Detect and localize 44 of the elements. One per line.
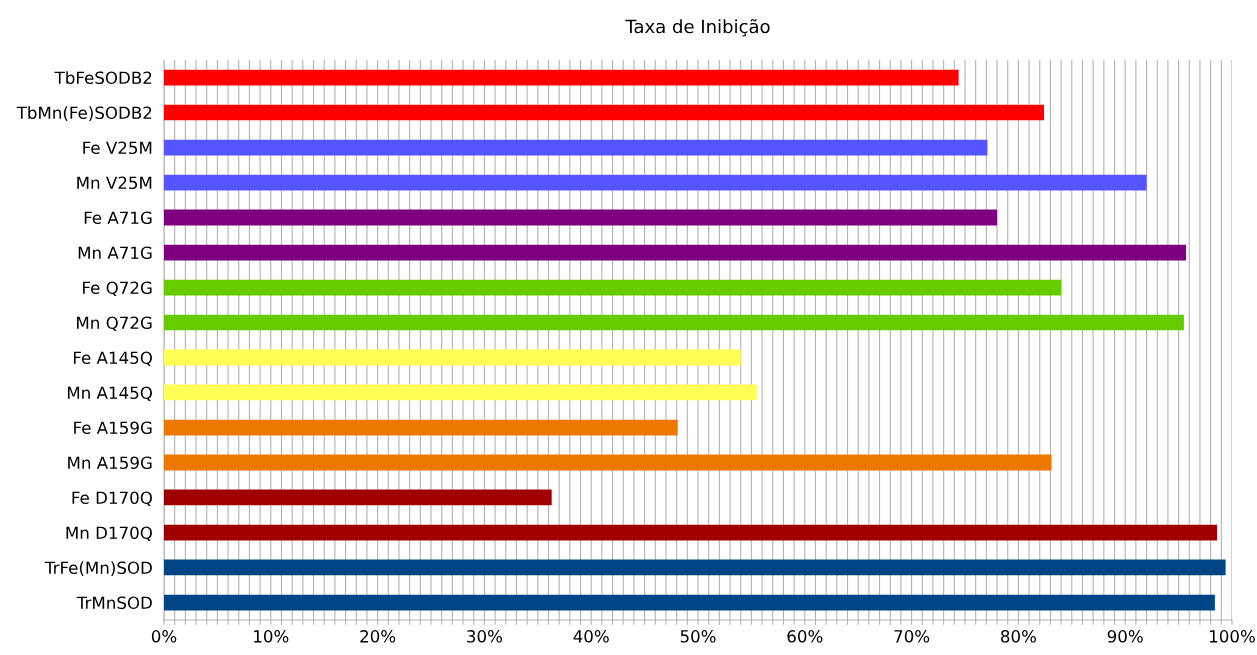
x-tick-label: 70% bbox=[894, 630, 930, 643]
y-tick-label: TrFe(Mn)SOD bbox=[44, 561, 152, 577]
x-tick-label: 60% bbox=[787, 630, 823, 643]
bar bbox=[164, 489, 552, 506]
bar bbox=[164, 69, 959, 86]
bar bbox=[164, 419, 678, 436]
bar bbox=[164, 279, 1062, 296]
y-tick-label: Mn V25M bbox=[77, 176, 152, 190]
bar bbox=[164, 454, 1052, 471]
x-tick-label: 40% bbox=[573, 630, 609, 643]
bar bbox=[164, 244, 1187, 261]
x-tick-label: 0% bbox=[151, 630, 177, 643]
y-tick-label: Fe Q72G bbox=[83, 281, 152, 296]
bar bbox=[164, 349, 741, 366]
bar bbox=[164, 104, 1045, 121]
y-tick-label: Mn A71G bbox=[78, 246, 152, 260]
bar bbox=[164, 524, 1218, 541]
y-tick-label: Fe A159G bbox=[74, 421, 152, 435]
x-tick-label: 10% bbox=[254, 630, 289, 643]
y-tick-label: TrMnSOD bbox=[76, 596, 152, 610]
chart-title: Taxa de Inibição bbox=[625, 18, 770, 37]
x-tick-label: 80% bbox=[1001, 630, 1036, 643]
y-tick-label: Mn A159G bbox=[68, 456, 152, 470]
y-tick-label: Fe A145Q bbox=[73, 351, 152, 366]
bar bbox=[164, 209, 998, 226]
x-tick-label: 30% bbox=[467, 630, 502, 643]
y-tick-label: Mn Q72G bbox=[77, 316, 152, 331]
y-tick-label: Fe V25M bbox=[83, 141, 152, 155]
x-tick-label: 50% bbox=[680, 630, 716, 643]
x-tick-label: 20% bbox=[360, 630, 396, 643]
bar bbox=[164, 559, 1226, 576]
y-tick-label: Fe A71G bbox=[84, 211, 152, 225]
y-tick-label: Mn D170Q bbox=[66, 526, 152, 541]
y-tick-label: Mn A145Q bbox=[67, 386, 152, 401]
y-tick-label: TbFeSODB2 bbox=[54, 71, 152, 85]
bar bbox=[164, 139, 988, 156]
bar bbox=[164, 384, 757, 401]
y-tick-label: Fe D170Q bbox=[72, 491, 152, 506]
x-tick-label: 90% bbox=[1107, 630, 1143, 643]
bar bbox=[164, 314, 1184, 331]
y-tick-label: TbMn(Fe)SODB2 bbox=[16, 106, 152, 122]
bar bbox=[164, 174, 1147, 191]
bar bbox=[164, 594, 1215, 611]
x-tick-label: 100% bbox=[1210, 630, 1255, 643]
